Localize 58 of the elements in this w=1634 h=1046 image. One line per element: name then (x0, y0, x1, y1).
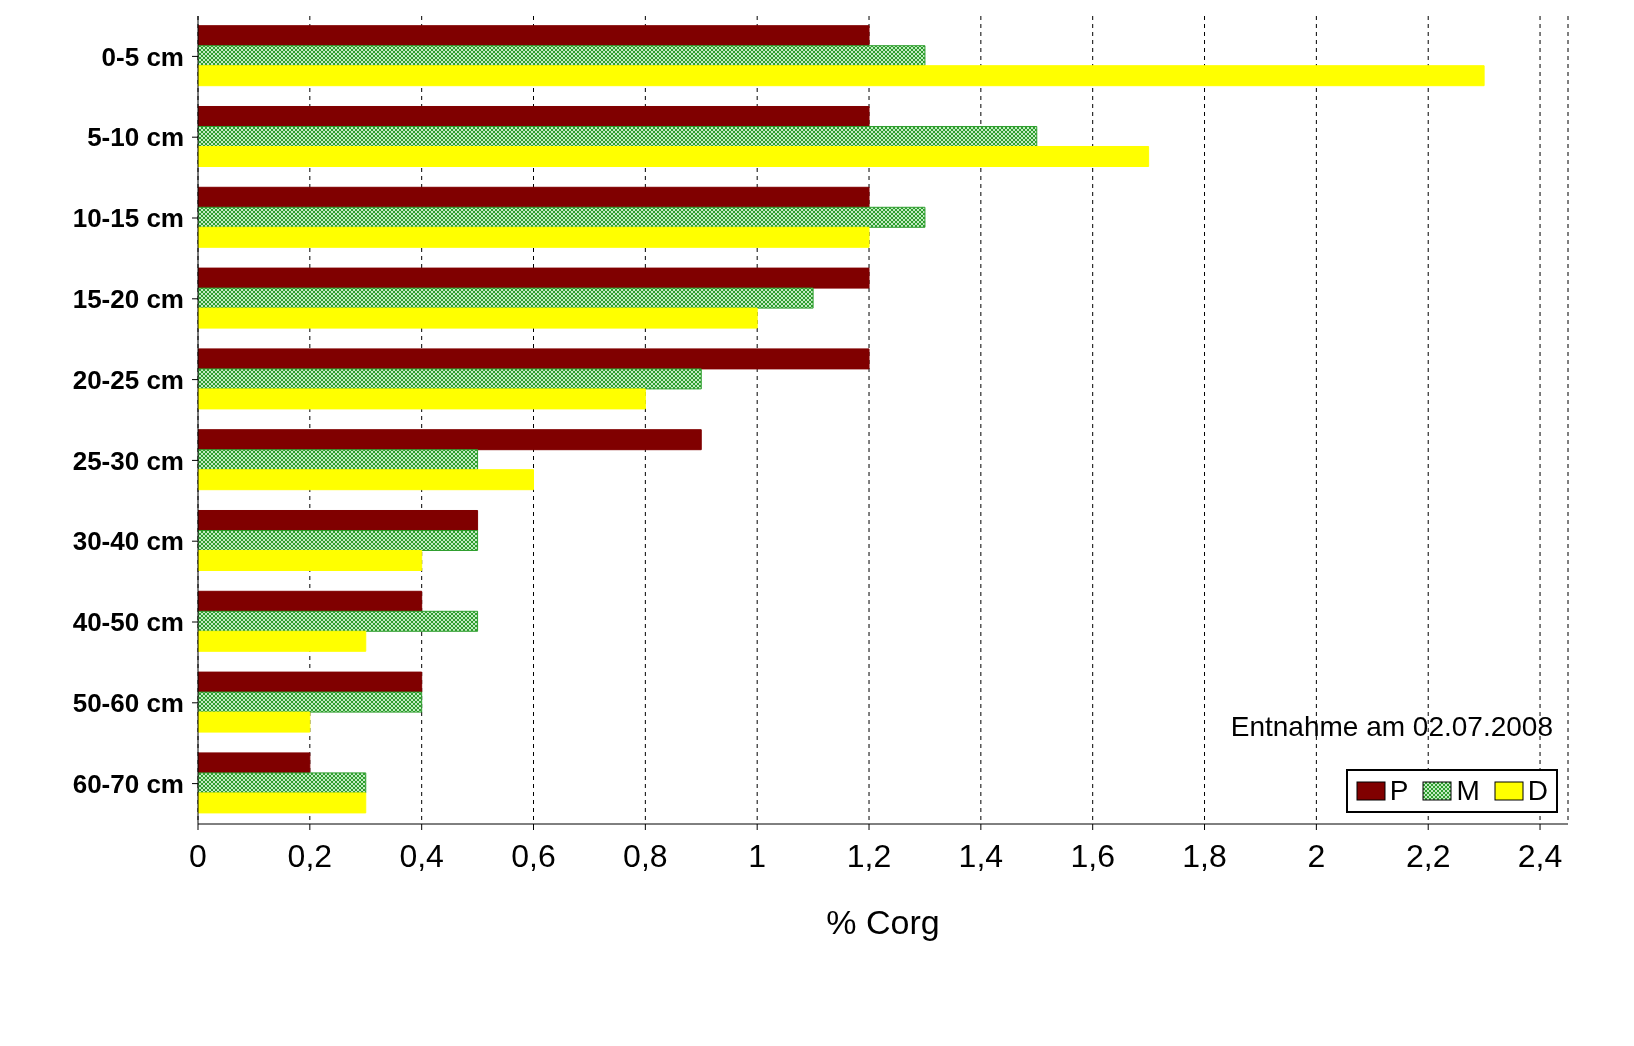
x-tick-label: 1,8 (1182, 837, 1227, 874)
bar (198, 752, 311, 774)
bar (198, 590, 423, 612)
bar (198, 287, 814, 309)
bar (198, 711, 311, 733)
bar (198, 550, 423, 571)
x-axis-title: % Corg (826, 903, 940, 941)
x-tick-label: 2 (1307, 837, 1326, 874)
bar (198, 610, 479, 632)
bar (198, 772, 367, 794)
y-tick-label: 15-20 cm (72, 284, 184, 315)
y-tick-label: 25-30 cm (72, 445, 184, 476)
bar (198, 226, 870, 248)
x-tick-label: 0,8 (623, 837, 668, 874)
y-tick-label: 50-60 cm (72, 688, 184, 719)
bar (198, 449, 479, 471)
y-tick-label: 60-70 cm (72, 768, 184, 799)
x-tick-label: 1,4 (958, 837, 1004, 874)
y-tick-label: 5-10 cm (87, 122, 184, 153)
x-tick-label: 0,2 (287, 837, 333, 874)
bar (198, 45, 926, 67)
x-tick-label: 1,2 (846, 837, 892, 874)
bar (198, 267, 870, 289)
bar (198, 530, 479, 551)
bar (198, 691, 423, 713)
bar (198, 510, 479, 531)
x-tick-label: 1 (748, 837, 767, 874)
bar (198, 206, 926, 228)
y-tick-label: 20-25 cm (72, 364, 184, 395)
bar (198, 469, 535, 491)
y-tick-label: 30-40 cm (72, 526, 184, 557)
x-tick-label: 0,6 (511, 837, 556, 874)
legend-label: P (1388, 775, 1409, 807)
bar (198, 307, 758, 329)
x-tick-label: 2,4 (1517, 837, 1563, 874)
x-tick-label: 1,6 (1070, 837, 1115, 874)
bar (198, 25, 870, 47)
annotation: Entnahme am 02.07.2008 (1230, 711, 1553, 743)
bar (198, 792, 367, 814)
bar (198, 65, 1485, 87)
bar (198, 348, 870, 370)
legend-label: D (1526, 775, 1548, 807)
bar (198, 388, 646, 410)
x-tick-label: 0,4 (399, 837, 444, 874)
legend-label: M (1455, 775, 1480, 807)
bar (198, 429, 702, 451)
bar (198, 630, 367, 652)
x-tick-label: 2,2 (1405, 837, 1451, 874)
bar (198, 186, 870, 208)
bar (198, 146, 1150, 167)
y-tick-label: 0-5 cm (101, 41, 184, 72)
bar (198, 126, 1038, 147)
bar (198, 106, 870, 127)
x-tick-label: 0 (189, 837, 207, 874)
bar (198, 671, 423, 693)
bar (198, 368, 702, 390)
y-tick-label: 10-15 cm (72, 203, 184, 234)
y-tick-label: 40-50 cm (72, 607, 184, 638)
